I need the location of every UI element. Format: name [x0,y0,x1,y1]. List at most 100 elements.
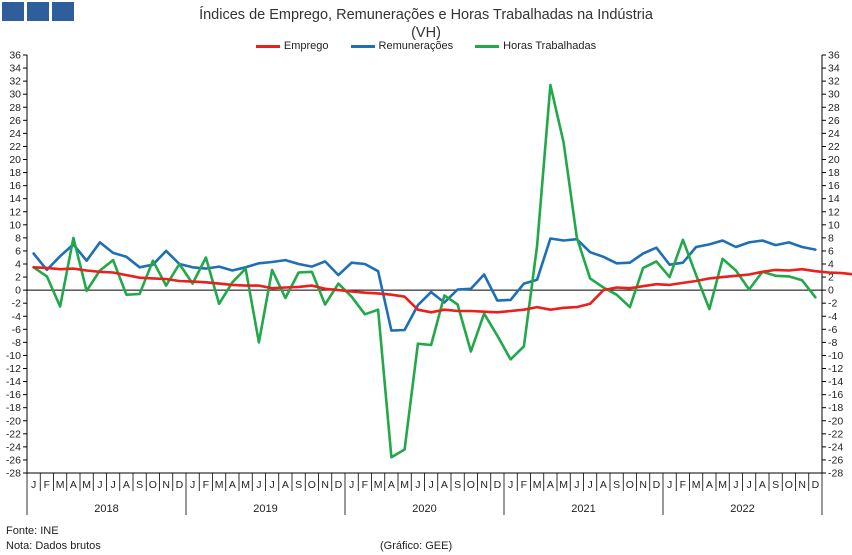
data-note: Nota: Dados brutos [6,540,101,552]
chart-title: Índices de Emprego, Remunerações e Horas… [0,6,852,42]
y-tick-label-left: -14 [6,376,21,388]
x-month-label: J [574,479,579,491]
legend-label-horas: Horas Trabalhadas [503,40,597,52]
y-tick-label-left: -12 [6,363,21,375]
logo-square [2,2,24,21]
x-month-label: O [149,479,157,491]
y-tick-label-right: 6 [828,245,834,257]
y-tick-label-left: -8 [12,337,21,349]
x-month-label: O [785,479,793,491]
x-month-label: O [308,479,316,491]
y-tick-label-right: -26 [828,454,843,466]
x-month-label: A [441,479,448,491]
x-month-label: A [759,479,766,491]
legend-swatch-remuneracoes [350,44,375,48]
x-month-label: M [374,479,383,491]
x-month-label: J [111,479,116,491]
x-month-label: D [653,479,661,491]
y-tick-label-left: -18 [6,402,21,414]
legend-item-emprego: Emprego [255,40,329,52]
x-month-label: J [270,479,275,491]
legend-item-remuneracoes: Remunerações [350,40,454,52]
y-tick-label-left: 28 [9,102,21,114]
y-tick-label-left: -6 [12,324,21,336]
x-month-label: D [494,479,502,491]
source-note: Fonte: INE [6,525,59,537]
y-tick-label-right: 34 [828,63,840,75]
x-month-label: D [812,479,820,491]
x-year-label: 2022 [730,503,754,515]
y-tick-label-right: 12 [828,206,840,218]
legend-label-remuneracoes: Remunerações [378,40,454,52]
x-month-label: A [282,479,289,491]
y-tick-label-right: -10 [828,350,843,362]
y-tick-label-left: 14 [9,193,21,205]
y-tick-label-left: -16 [6,389,21,401]
y-tick-label-left: -20 [6,415,21,427]
x-month-label: A [706,479,713,491]
x-month-label: O [626,479,634,491]
y-tick-label-left: -24 [6,441,21,453]
x-month-label: M [241,479,250,491]
y-tick-label-left: 12 [9,206,21,218]
x-month-label: J [667,479,672,491]
x-month-label: M [56,479,65,491]
y-tick-label-left: -26 [6,454,21,466]
x-year-label: 2019 [253,503,277,515]
y-tick-label-right: 8 [828,232,834,244]
x-month-label: M [82,479,91,491]
y-tick-label-right: -14 [828,376,843,388]
y-tick-label-right: -24 [828,441,843,453]
y-tick-label-right: 22 [828,141,840,153]
x-month-label: M [559,479,568,491]
y-tick-label-right: 0 [828,285,834,297]
y-tick-label-left: 4 [15,259,21,271]
x-month-label: S [772,479,779,491]
legend-item-horas: Horas Trabalhadas [475,40,596,52]
y-tick-label-left: 0 [15,285,21,297]
series-line-remuneracoes [32,237,817,332]
x-year-label: 2020 [412,503,436,515]
x-month-label: A [229,479,236,491]
y-tick-label-right: -6 [828,324,837,336]
logo-square [27,2,49,21]
y-tick-label-right: -4 [828,311,837,323]
x-month-label: D [176,479,184,491]
y-tick-label-left: 30 [9,89,21,101]
x-year-label: 2021 [571,503,595,515]
x-month-label: J [256,479,261,491]
x-month-label: N [798,479,806,491]
x-month-label: F [203,479,209,491]
x-month-label: J [190,479,195,491]
x-month-label: F [680,479,686,491]
x-month-label: D [335,479,343,491]
y-tick-label-left: 2 [15,272,21,284]
y-tick-label-right: 16 [828,180,840,192]
x-month-label: F [44,479,50,491]
x-month-label: A [600,479,607,491]
y-tick-label-left: 18 [9,167,21,179]
x-month-label: J [429,479,434,491]
y-tick-label-right: -22 [828,428,843,440]
x-month-label: A [123,479,130,491]
x-month-label: S [295,479,302,491]
y-tick-label-left: -28 [6,468,21,480]
x-month-label: S [454,479,461,491]
x-month-label: A [70,479,77,491]
y-tick-label-left: -2 [12,298,21,310]
y-tick-label-right: 14 [828,193,840,205]
x-month-label: J [733,479,738,491]
y-tick-label-left: 22 [9,141,21,153]
x-month-label: O [467,479,475,491]
x-month-label: M [215,479,224,491]
x-year-label: 2018 [94,503,118,515]
y-tick-label-right: 20 [828,154,840,166]
y-tick-label-right: -2 [828,298,837,310]
x-month-label: N [321,479,329,491]
y-tick-label-left: 36 [9,50,21,62]
y-tick-label-right: -8 [828,337,837,349]
y-tick-label-left: 20 [9,154,21,166]
x-month-label: M [718,479,727,491]
x-month-label: J [588,479,593,491]
